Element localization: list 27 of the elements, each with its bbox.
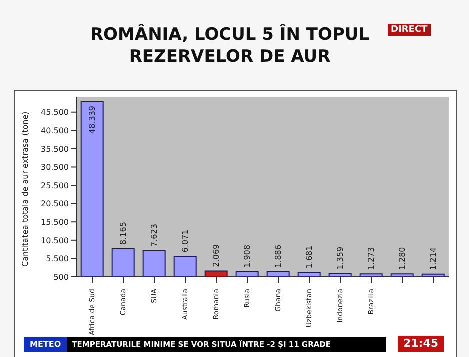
text: 21:45 — [398, 336, 444, 352]
data-label: 2.069 — [212, 244, 221, 268]
y-tick-label: 500 — [54, 272, 69, 282]
y-tick-label: 40.500 — [41, 126, 69, 136]
chart-title: ROMÂNIA, LOCUL 5 ÎN TOPUL REZERVELOR DE AUR — [89, 24, 371, 68]
data-label: 1.886 — [274, 245, 283, 268]
y-tick-label: 10.500 — [41, 236, 69, 246]
data-label: 8.165 — [118, 222, 128, 245]
data-label: 7.623 — [150, 224, 159, 247]
data-label: 1.681 — [304, 246, 314, 269]
text: METEO — [24, 337, 68, 352]
y-tick-label: 20.500 — [41, 200, 69, 209]
y-tick-label: 45.500 — [41, 108, 69, 118]
y-tick-label: 5.500 — [46, 254, 69, 264]
data-label: 1.273 — [366, 247, 376, 270]
y-tick-label: 35.500 — [41, 144, 69, 154]
y-axis-title: Cantitatea totala de aur extrasa (tone) — [20, 112, 30, 267]
data-label: 1.214 — [428, 247, 438, 270]
data-label: 1.359 — [336, 246, 345, 270]
data-label: 1.280 — [398, 247, 407, 270]
data-label: 6.071 — [180, 230, 190, 253]
y-tick-label: 25.500 — [41, 181, 69, 190]
text: DIRECT — [388, 24, 431, 36]
y-tick-label: 30.500 — [41, 163, 69, 172]
data-label: 1.908 — [242, 244, 252, 268]
data-label: 48.339 — [88, 106, 97, 134]
y-tick-label: 15.500 — [41, 218, 69, 227]
